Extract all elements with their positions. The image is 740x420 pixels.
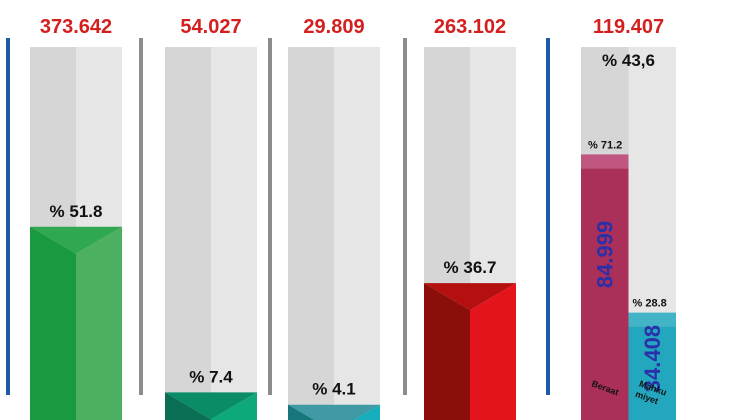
bar-top-face-1 <box>30 226 122 254</box>
bar-top-face-4 <box>424 283 516 311</box>
segment-face-1 <box>581 168 629 420</box>
bar-total-3: 29.809 <box>303 16 364 38</box>
track-right-2 <box>211 47 257 420</box>
bar-side-face-2 <box>211 392 257 420</box>
segment-top-face-2 <box>628 312 676 327</box>
bar-top-face-3 <box>288 404 380 420</box>
bar-percent-3: % 4.1 <box>312 380 355 399</box>
bar-percent-4: % 36.7 <box>444 258 497 277</box>
separator-line-5 <box>546 38 550 395</box>
bar-side-face-4 <box>470 283 516 420</box>
split-bar-total: 119.407 <box>593 16 664 38</box>
bar-total-1: 373.642 <box>40 16 112 38</box>
segment-value-2: 34.408 <box>640 325 665 392</box>
bar-front-face-3 <box>288 404 334 420</box>
bar-side-face-3 <box>334 404 380 420</box>
bar-percent-2: % 7.4 <box>189 367 233 386</box>
track-left-3 <box>288 47 334 420</box>
bar-top-face-2 <box>165 392 257 420</box>
bar-side-face-1 <box>76 226 122 420</box>
track-left-2 <box>165 47 211 420</box>
segment-top-face-1 <box>581 154 629 169</box>
bar-percent-1: % 51.8 <box>50 202 103 221</box>
separator-line-1 <box>6 38 10 395</box>
track-right-3 <box>334 47 380 420</box>
separator-line-4 <box>403 38 407 395</box>
bar-front-face-4 <box>424 283 470 420</box>
segment-percent-1: % 71.2 <box>588 139 622 151</box>
segment-face-2 <box>628 326 676 420</box>
bar-front-face-2 <box>165 392 211 420</box>
split-bar-percent: % 43,6 <box>602 51 655 70</box>
separator-line-3 <box>268 38 272 395</box>
separator-line-2 <box>139 38 143 395</box>
bar-total-4: 263.102 <box>434 16 506 38</box>
segment-percent-2: % 28.8 <box>633 298 667 310</box>
bar-total-2: 54.027 <box>180 16 241 38</box>
bar-front-face-1 <box>30 226 76 420</box>
segment-value-1: 84.999 <box>593 221 618 288</box>
